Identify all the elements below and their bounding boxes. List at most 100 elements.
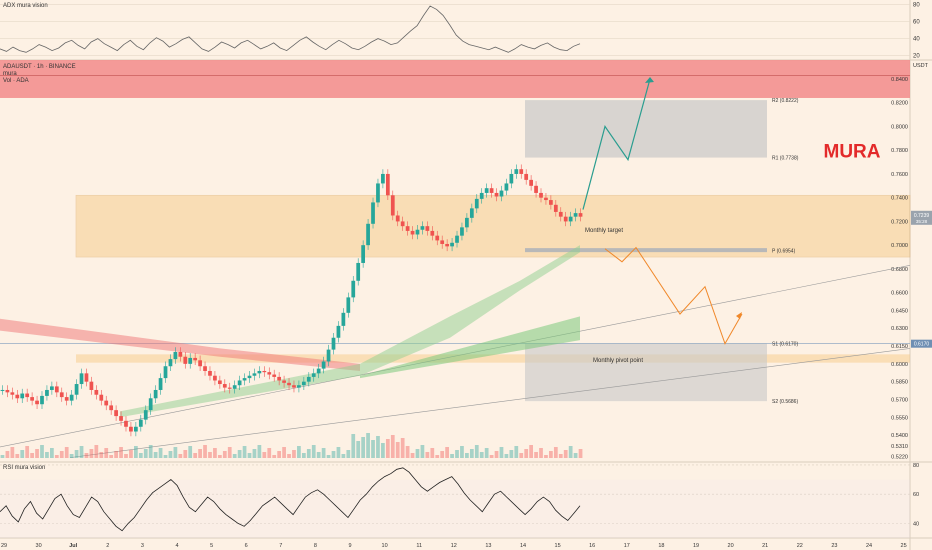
candle-body — [272, 374, 277, 377]
volume-bar — [213, 448, 217, 458]
x-tick-label: 24 — [866, 543, 872, 549]
volume-bar — [524, 449, 529, 458]
volume-bar — [227, 447, 232, 458]
pivot-level-label-1: R1 (0.7738) — [772, 156, 799, 162]
volume-bar — [84, 453, 89, 458]
x-tick-label: 2 — [106, 543, 109, 549]
candle-body — [519, 169, 524, 174]
volume-bar — [208, 452, 212, 458]
x-tick-label: 13 — [485, 543, 491, 549]
candle-body — [524, 173, 529, 180]
candle-body — [45, 389, 49, 396]
volume-bar — [217, 455, 222, 458]
candle-body — [297, 385, 301, 388]
adx-line — [0, 5, 581, 53]
candle-body — [435, 235, 440, 241]
x-tick-label: 16 — [589, 543, 595, 549]
candle-body — [316, 368, 321, 374]
volume-bar — [74, 450, 79, 458]
volume-bar — [361, 437, 366, 458]
volume-bar — [50, 448, 54, 458]
x-tick-label: 22 — [797, 543, 803, 549]
candle-body — [252, 373, 257, 376]
candle-body — [301, 381, 306, 386]
x-tick-label: 6 — [245, 543, 248, 549]
volume-bar — [158, 448, 163, 458]
candle-body — [40, 395, 44, 405]
volume-bar — [237, 450, 242, 458]
candle-body — [469, 208, 474, 218]
volume-bar — [20, 450, 25, 458]
candle-body — [227, 387, 232, 389]
volume-bar — [445, 447, 450, 458]
price-tick-label: 0.5400 — [891, 433, 908, 439]
bullish-arrowhead — [645, 76, 654, 83]
price-tick-label: 0.6450 — [891, 308, 908, 314]
volume-bar — [40, 445, 44, 458]
volume-bar — [351, 434, 356, 458]
volume-bar — [469, 449, 474, 458]
candle-body — [489, 188, 494, 193]
last-price-tag — [911, 210, 932, 225]
price-tick-label: 0.5850 — [891, 380, 908, 386]
volume-bar — [578, 449, 583, 458]
volume-bar — [262, 452, 267, 458]
candle-body — [465, 217, 469, 228]
volume-bar — [114, 451, 118, 458]
candle-body — [242, 378, 247, 381]
candle-body — [178, 351, 183, 357]
x-tick-label: 19 — [693, 543, 699, 549]
candle-body — [163, 366, 168, 379]
candle-body — [104, 400, 109, 406]
volume-bar — [252, 449, 257, 458]
volume-bar — [267, 448, 272, 458]
volume-bar — [287, 454, 291, 458]
rsi-pane-title[interactable]: RSI mura vision — [3, 465, 46, 471]
indicator-2-label[interactable]: Vol · ADA — [3, 78, 29, 84]
red-ribbon — [0, 318, 360, 371]
candle-body — [188, 357, 193, 364]
volume-bar — [479, 452, 484, 458]
candle-body — [15, 394, 20, 399]
last-price-countdown: 35:28 — [916, 219, 928, 224]
candle-body — [529, 179, 533, 186]
candle-body — [474, 198, 479, 209]
candle-body — [371, 202, 375, 224]
volume-bar — [474, 445, 479, 458]
candle-body — [94, 389, 99, 395]
trend-line-lower — [69, 348, 911, 458]
volume-bar — [499, 447, 504, 458]
candle-body — [232, 385, 237, 389]
volume-bar — [35, 449, 39, 458]
candle-body — [445, 243, 450, 247]
candle-body — [25, 393, 30, 398]
candle-body — [534, 185, 538, 193]
volume-bar — [539, 448, 543, 458]
volume-bar — [425, 452, 430, 458]
volume-bar — [544, 455, 548, 458]
price-tick-label: 0.7000 — [891, 243, 908, 249]
volume-bar — [460, 446, 464, 458]
candle-body — [455, 235, 459, 243]
x-tick-label: 14 — [520, 543, 526, 549]
volume-bar — [292, 450, 296, 458]
volume-bar — [435, 455, 440, 458]
volume-bar — [519, 453, 524, 458]
candle-body — [59, 392, 64, 398]
indicator-1-label[interactable]: mura — [3, 71, 17, 77]
candle-body — [119, 416, 123, 421]
adx-pane-title[interactable]: ADX mura vision — [3, 3, 48, 9]
volume-bar — [311, 445, 316, 458]
candle-body — [553, 204, 558, 212]
volume-bar — [440, 451, 445, 458]
price-tick-label: 0.6600 — [891, 291, 908, 297]
volume-bar — [489, 455, 494, 458]
adx-tick-label: 20 — [913, 54, 920, 60]
price-tick-label: 0.6300 — [891, 326, 908, 332]
rsi-tick-label: 80 — [913, 463, 919, 469]
price-tick-label: 0.8400 — [891, 77, 908, 83]
price-tick-label: 0.8200 — [891, 101, 908, 107]
volume-bar — [376, 436, 380, 458]
volume-bar — [484, 448, 489, 458]
